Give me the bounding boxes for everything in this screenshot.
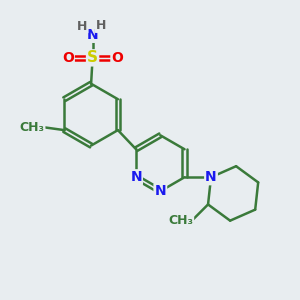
Text: CH₃: CH₃ (20, 121, 44, 134)
Text: O: O (111, 51, 123, 65)
Text: N: N (130, 170, 142, 184)
Text: N: N (87, 28, 98, 42)
Text: H: H (96, 19, 106, 32)
Text: CH₃: CH₃ (168, 214, 193, 227)
Text: S: S (87, 50, 98, 65)
Text: N: N (154, 184, 166, 198)
Text: H: H (77, 20, 88, 32)
Text: O: O (62, 51, 74, 65)
Text: N: N (205, 170, 217, 184)
